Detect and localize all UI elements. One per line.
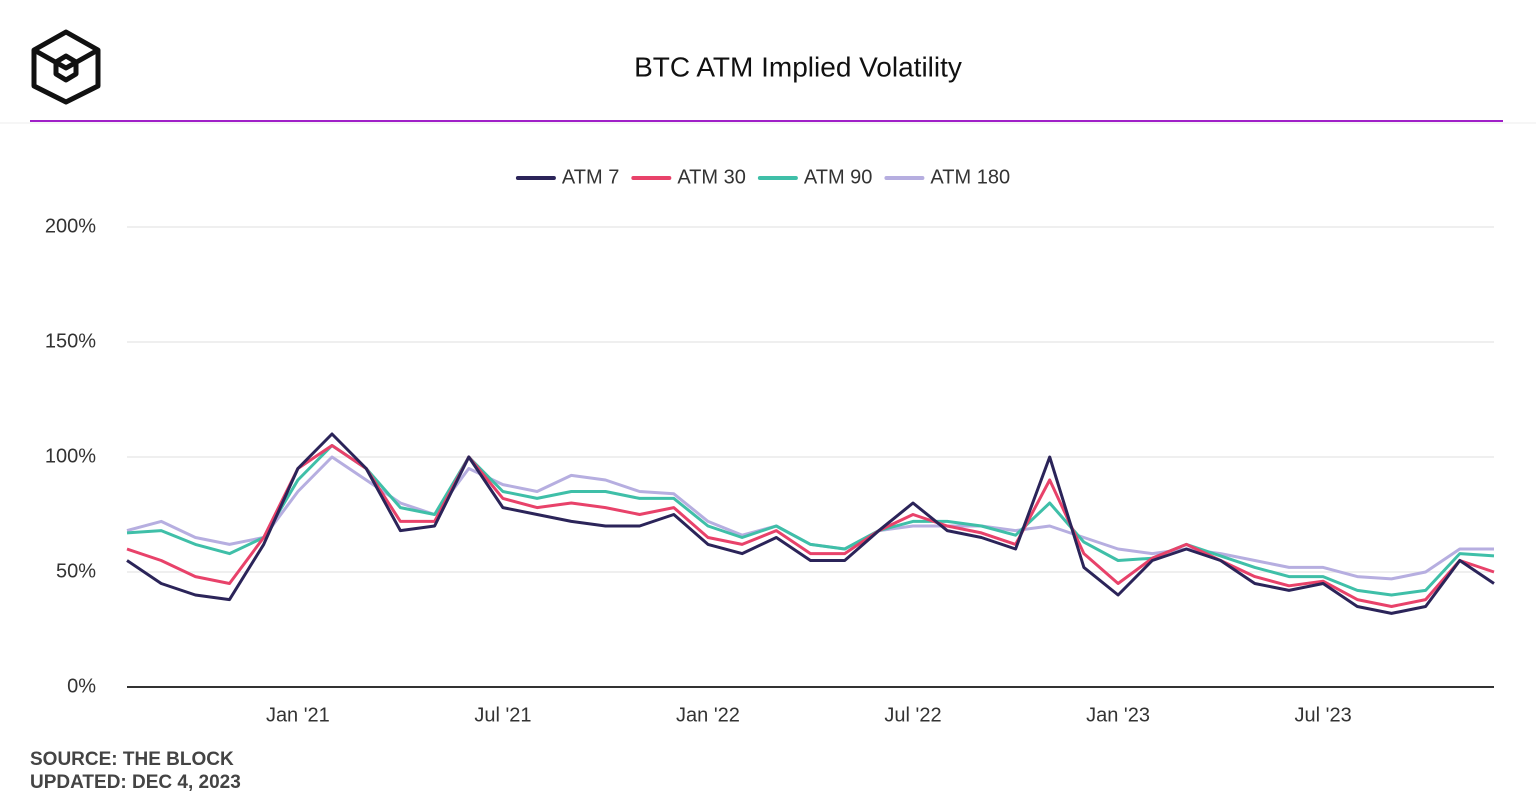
y-tick-label: 150% bbox=[45, 330, 96, 352]
x-tick-label: Jul '23 bbox=[1295, 704, 1352, 726]
legend-label: ATM 180 bbox=[930, 166, 1010, 188]
y-tick-label: 0% bbox=[67, 675, 96, 697]
logo bbox=[31, 29, 101, 105]
y-tick-label: 200% bbox=[45, 215, 96, 237]
x-tick-label: Jan '21 bbox=[266, 704, 330, 726]
source: SOURCE: THE BLOCK bbox=[30, 749, 234, 770]
series-line bbox=[126, 432, 1495, 615]
x-tick-label: Jan '23 bbox=[1086, 704, 1150, 726]
legend-label: ATM 7 bbox=[562, 166, 619, 188]
legend-label: ATM 90 bbox=[804, 166, 873, 188]
x-tick-label: Jul '21 bbox=[474, 704, 531, 726]
series-line bbox=[126, 444, 1495, 608]
x-tick-label: Jul '22 bbox=[884, 704, 941, 726]
chart-title: BTC ATM Implied Volatility bbox=[634, 51, 962, 82]
legend: ATM 7 ATM 30 ATM 90 ATM 180 bbox=[515, 166, 1010, 188]
updated: UPDATED: DEC 4, 2023 bbox=[30, 772, 241, 793]
x-tick-label: Jan '22 bbox=[676, 704, 740, 726]
legend-label: ATM 30 bbox=[677, 166, 746, 188]
y-tick-label: 50% bbox=[56, 560, 96, 582]
y-tick-label: 100% bbox=[45, 445, 96, 467]
